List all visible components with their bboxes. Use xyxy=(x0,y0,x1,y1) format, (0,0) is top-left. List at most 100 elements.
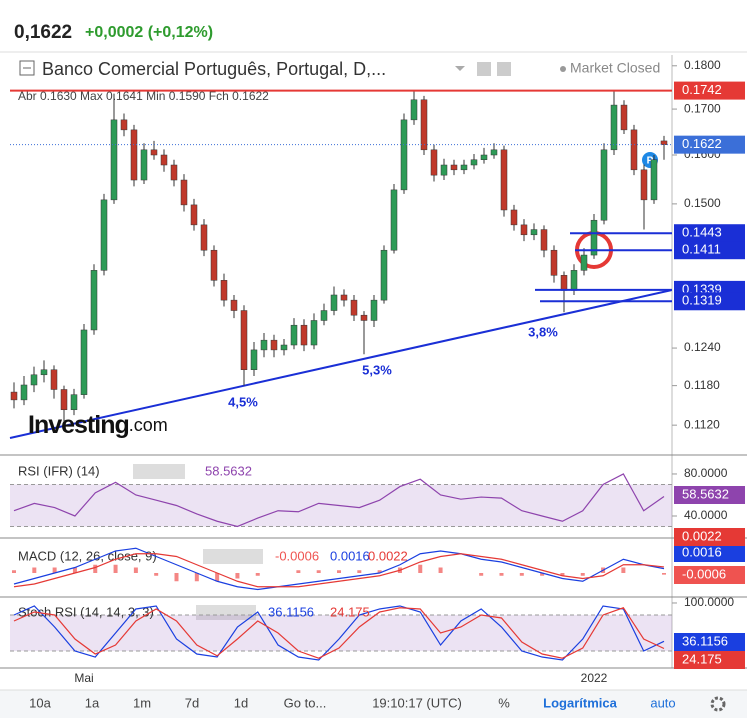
candle-body xyxy=(420,99,428,151)
last-price-label: 0.1622 xyxy=(682,136,722,151)
legend-value: 36.1156 xyxy=(268,604,314,619)
legend-value: 0.0022 xyxy=(368,548,408,563)
x-tick-label: 2022 xyxy=(581,671,608,685)
eye-icon[interactable] xyxy=(477,62,491,76)
candle-body xyxy=(220,280,228,301)
toolbar-button[interactable]: 19:10:17 (UTC) xyxy=(372,695,462,710)
histogram-bar xyxy=(235,573,240,579)
candle-body xyxy=(640,169,648,201)
market-status: Market Closed xyxy=(570,60,660,76)
candle-body xyxy=(510,209,518,226)
indicator-icons[interactable] xyxy=(203,549,263,564)
candle-body xyxy=(470,159,478,166)
toolbar-button[interactable]: % xyxy=(498,695,510,710)
y-tick-label: 80.0000 xyxy=(684,466,728,480)
trend-line xyxy=(9,289,673,439)
toolbar-button[interactable]: 10a xyxy=(29,695,51,710)
histogram-bar xyxy=(32,567,37,573)
ohlc-legend: Abr 0.1630 Max 0.1641 Min 0.1590 Fch 0.1… xyxy=(18,89,269,103)
histogram-bar xyxy=(519,573,524,576)
level-label: 0.1411 xyxy=(682,242,721,257)
value-box-label: 36.1156 xyxy=(682,633,728,648)
y-tick-label: 0.1500 xyxy=(684,196,721,210)
candle-body xyxy=(10,391,18,401)
histogram-bar xyxy=(438,567,443,573)
candle-body xyxy=(300,324,308,346)
candle-body xyxy=(620,104,628,131)
candle-body xyxy=(590,219,598,256)
logo-suffix: .com xyxy=(129,415,168,435)
annotation: 5,3% xyxy=(362,362,392,377)
indicator-line xyxy=(13,473,665,528)
value-box xyxy=(674,486,745,504)
candle-body xyxy=(530,229,538,236)
legend-value: 24.175 xyxy=(330,604,370,619)
toolbar-button[interactable]: 7d xyxy=(185,695,199,710)
candle-body xyxy=(350,299,358,316)
candle-body xyxy=(560,275,568,291)
toolbar-button[interactable]: Go to... xyxy=(284,695,327,710)
candle-body xyxy=(200,224,208,251)
x-tick-label: Mai xyxy=(74,671,93,685)
candle-body xyxy=(580,254,588,271)
level-box xyxy=(674,224,745,243)
indicator-title: MACD (12, 26, close, 9) xyxy=(18,548,157,563)
toolbar-button[interactable]: Logarítmica xyxy=(543,695,617,710)
candle-body xyxy=(290,324,298,346)
histogram-bar xyxy=(113,564,118,573)
dropdown-icon[interactable] xyxy=(455,66,465,71)
candle-body xyxy=(190,204,198,226)
candle-body xyxy=(250,349,258,370)
histogram-bar xyxy=(357,570,362,573)
histogram-bar xyxy=(215,573,220,582)
candle-body xyxy=(610,104,618,151)
histogram-bar xyxy=(154,573,159,576)
indicator-icons[interactable] xyxy=(196,605,256,620)
candle-body xyxy=(280,344,288,351)
candle-body xyxy=(570,270,578,291)
annotation: 4,5% xyxy=(228,394,258,409)
toolbar-button[interactable]: 1d xyxy=(234,695,248,710)
candle-body xyxy=(70,394,78,411)
level-box xyxy=(674,292,745,311)
candle-body xyxy=(80,329,88,395)
toolbar-button[interactable]: auto xyxy=(650,695,675,710)
histogram-bar xyxy=(12,570,16,573)
candle-body xyxy=(230,299,238,311)
histogram-bar xyxy=(418,564,423,573)
toolbar-button[interactable]: 1m xyxy=(133,695,151,710)
candle-body xyxy=(270,339,278,351)
candle-body xyxy=(440,164,448,176)
candle-body xyxy=(430,149,438,176)
histogram-bar xyxy=(296,570,301,573)
logo-main: Investing xyxy=(28,411,129,439)
toolbar-button[interactable]: 1a xyxy=(85,695,100,710)
candle-body xyxy=(370,299,378,321)
status-dot xyxy=(560,66,566,72)
chart-title: Banco Comercial Português, Portugal, D,.… xyxy=(42,59,386,79)
candle-body xyxy=(30,374,38,386)
settings-icon[interactable] xyxy=(497,62,511,76)
collapse-icon[interactable] xyxy=(19,60,35,76)
candle-body xyxy=(360,314,368,321)
band xyxy=(10,614,672,652)
candle-body xyxy=(400,119,408,191)
candle-body xyxy=(540,229,548,251)
settings-gear[interactable] xyxy=(710,696,726,712)
value-box xyxy=(674,528,745,546)
candle-body xyxy=(320,310,328,321)
indicator-icons[interactable] xyxy=(133,464,185,479)
candle-body xyxy=(520,224,528,236)
candle-body xyxy=(600,149,608,221)
histogram-bar xyxy=(499,573,504,576)
candle-body xyxy=(170,164,178,181)
candle-body xyxy=(310,320,318,346)
histogram-bar xyxy=(72,567,77,573)
histogram-bar xyxy=(580,573,585,576)
indicator-title: RSI (IFR) (14) xyxy=(18,463,100,478)
level-label: 0.1742 xyxy=(682,82,722,97)
candle-body xyxy=(660,140,668,145)
y-tick-label: 0.1120 xyxy=(684,417,720,431)
y-tick-label: 0.1700 xyxy=(684,101,721,115)
